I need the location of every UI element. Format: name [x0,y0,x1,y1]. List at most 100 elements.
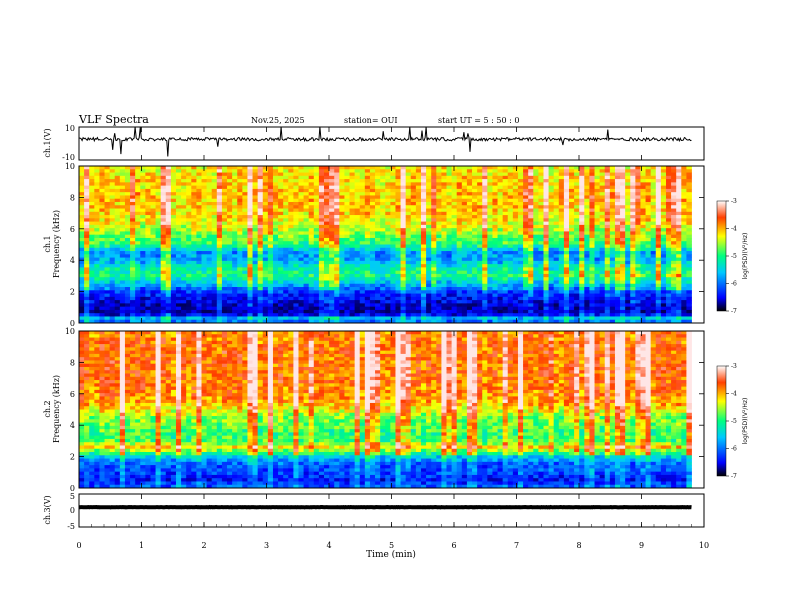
spectrogram-cell [390,211,396,216]
spectrogram-cell [119,215,126,219]
spectrogram-cell [410,195,417,200]
spectrogram-cell [216,280,223,285]
spectrogram-cell [574,231,580,236]
spectrogram-cell [349,257,356,262]
spectrogram-cell [308,247,315,252]
spectrogram-cell [528,283,534,288]
spectrogram-cell [227,188,233,193]
spectrogram-cell [130,208,136,213]
spectrogram-cell [89,283,95,288]
spectrogram-cell [686,221,692,226]
spectrogram-cell [609,208,616,213]
spectrogram-cell [242,179,248,183]
spectrogram-cell [181,277,187,281]
spectrogram-cell [119,221,126,226]
spectrogram-cell [380,257,386,262]
spectrogram-cell [221,224,228,229]
spectrogram-cell [436,205,442,209]
spectrogram-cell [497,198,504,203]
spectrogram-cell [528,221,534,226]
spectrogram-cell [507,244,514,249]
spectrogram-cell [395,280,401,285]
spectrogram-cell [436,221,442,226]
spectrogram-cell [175,231,182,236]
spectrogram-cell [461,277,468,281]
spectrogram-cell [635,166,641,170]
spectrogram-cell [538,241,544,245]
spectrogram-cell [650,277,657,281]
spectrogram-cell [232,254,238,258]
spectrogram-cell [364,169,371,173]
spectrogram-cell [620,185,626,190]
spectrogram-cell [181,182,187,187]
spectrogram-cell [436,241,442,245]
spectrogram-cell [512,237,519,242]
spectrogram-cell [507,260,514,265]
spectrogram-cell [665,179,672,183]
spectrogram-cell [191,228,197,232]
spectrogram-cell [390,224,396,229]
spectrogram-cell [155,195,162,200]
spectrogram-cell [221,241,228,245]
spectrogram-cell [196,211,202,216]
spectrogram-cell [517,185,524,190]
spectrogram-cell [232,228,238,232]
spectrogram-cell [609,195,616,200]
spectrogram-cell [553,280,560,285]
spectrogram-cell [533,293,539,298]
spectrogram-cell [451,182,458,187]
spectrogram-cell [140,198,146,203]
spectrogram-cell [160,247,167,252]
spectrogram-cell [196,237,202,242]
spectrogram-cell [671,247,677,252]
spectrogram-cell [150,179,156,183]
spectrogram-cell [227,205,233,209]
spectrogram-cell [431,192,437,196]
spectrogram-cell [375,228,381,232]
spectrogram-cell [303,234,310,239]
spectrogram-cell [574,234,580,239]
spectrogram-cell [461,296,468,301]
spectrogram-cell [660,215,667,219]
spectrogram-cell [344,264,350,268]
spectrogram-cell [686,234,692,239]
spectrogram-cell [124,215,131,219]
spectrogram-cell [278,182,284,187]
spectrogram-cell [119,251,126,255]
spectrogram-cell [364,205,371,209]
spectrogram-cell [630,264,636,268]
spectrogram-cell [431,195,437,200]
spectrogram-cell [517,188,524,193]
spectrogram-cell [104,218,111,222]
spectrogram-cell [140,188,146,193]
spectrogram-cell [472,283,478,288]
spectrogram-cell [625,208,631,213]
spectrogram-cell [267,260,274,265]
spectrogram-cell [543,172,549,177]
spectrogram-cell [477,257,483,262]
spectrogram-cell [227,260,233,265]
spectrogram-cell [620,296,626,301]
spectrogram-cell [431,293,437,298]
spectrogram-cell [206,267,213,272]
spectrogram-cell [579,254,585,258]
spectrogram-cell [272,260,279,265]
spectrogram-cell [308,224,315,229]
spectrogram-cell [614,205,621,209]
spectrogram-cell [324,211,330,216]
spectrogram-cell [625,241,631,245]
spectrogram-cell [109,182,116,187]
spectrogram-cell [232,231,238,236]
spectrogram-cell [395,215,401,219]
spectrogram-cell [451,198,458,203]
ch1-waveform-ylabel: ch.1(V) [43,128,52,157]
spectrogram-cell [288,221,294,226]
spectrogram-cell [400,251,407,255]
spectrogram-cell [313,179,320,183]
spectrogram-cell [181,185,187,190]
spectrogram-cell [456,228,463,232]
spectrogram-cell [364,287,371,291]
spectrogram-cell [359,244,366,249]
spectrogram-cell [523,231,529,236]
spectrogram-cell [650,182,657,187]
